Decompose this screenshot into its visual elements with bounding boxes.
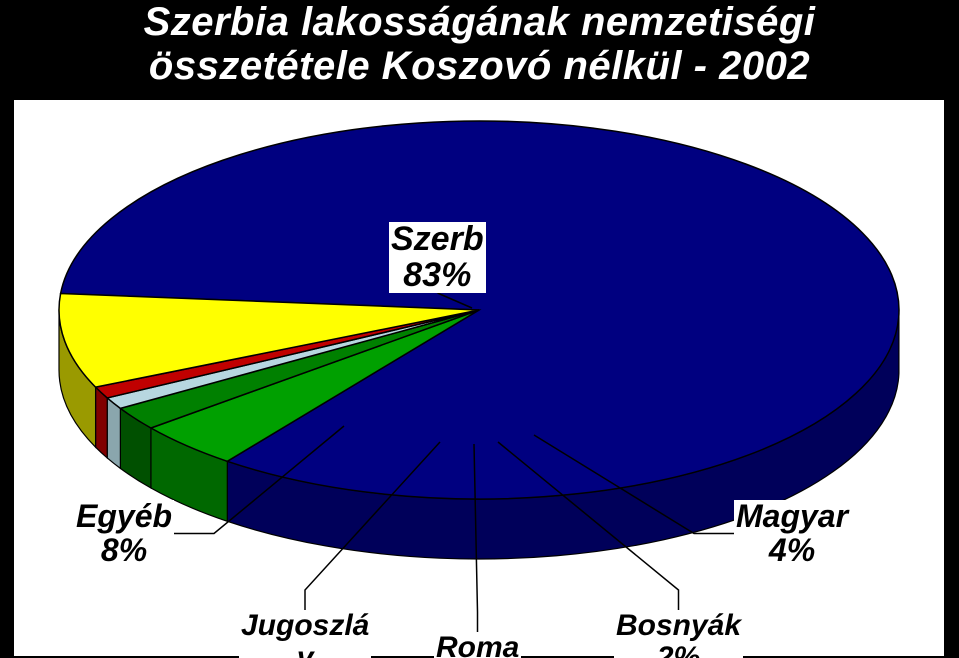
title-line2: összetétele Koszovó nélkül - 2002 xyxy=(149,44,810,88)
label-szerb: Szerb 83% xyxy=(389,222,486,293)
title-line1: Szerbia lakosságának nemzetiségi xyxy=(144,0,816,44)
label-bosnyak: Bosnyák 2% xyxy=(614,610,743,658)
pie-chart xyxy=(14,100,944,656)
pie-side-roma xyxy=(107,398,120,468)
label-egyeb: Egyéb 8% xyxy=(74,500,174,567)
pie-side-jugoszlav xyxy=(96,387,108,458)
label-roma: Roma 1% xyxy=(434,632,521,658)
label-jugoszlav: Jugoszlá v 1% xyxy=(239,610,371,658)
label-magyar: Magyar 4% xyxy=(734,500,850,567)
